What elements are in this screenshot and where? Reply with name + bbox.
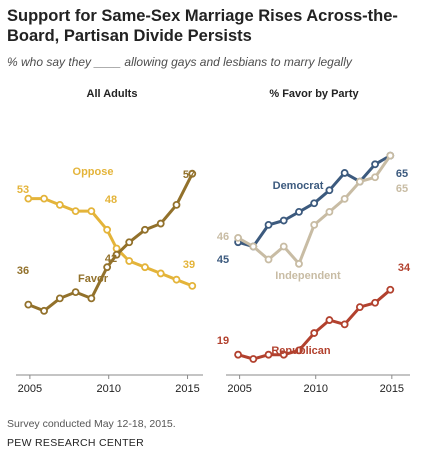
data-point-oppose bbox=[156, 269, 165, 278]
data-point-independent bbox=[279, 242, 288, 251]
data-point-democrat bbox=[371, 160, 379, 169]
data-point-favor bbox=[125, 238, 134, 247]
data-point-oppose bbox=[71, 207, 80, 216]
data-point-republican bbox=[264, 350, 273, 359]
data-point-republican bbox=[249, 355, 258, 363]
series-label-oppose: Oppose bbox=[73, 166, 114, 178]
data-point-republican bbox=[325, 316, 334, 324]
data-label-annotation: 42 bbox=[105, 253, 117, 265]
data-point-democrat bbox=[279, 216, 288, 225]
data-point-republican bbox=[295, 346, 303, 355]
data-label-end-republican: 34 bbox=[398, 262, 411, 274]
data-point-oppose bbox=[55, 200, 64, 209]
data-point-oppose bbox=[172, 275, 181, 284]
x-tick-label: 2005 bbox=[227, 383, 251, 395]
data-point-independent bbox=[355, 177, 364, 186]
data-label-start-republican: 19 bbox=[217, 335, 229, 347]
data-point-republican bbox=[234, 350, 242, 359]
data-point-favor bbox=[71, 288, 80, 297]
data-point-republican bbox=[279, 350, 288, 359]
data-label-start-oppose: 53 bbox=[17, 184, 29, 196]
data-point-oppose bbox=[40, 194, 48, 203]
data-point-republican bbox=[371, 298, 379, 307]
data-point-oppose bbox=[103, 225, 112, 234]
x-tick-label: 2005 bbox=[18, 383, 42, 395]
data-label-end-democrat: 65 bbox=[396, 168, 408, 180]
data-point-independent bbox=[310, 220, 319, 229]
data-label-end-oppose: 39 bbox=[183, 259, 195, 271]
x-tick-label: 2015 bbox=[175, 383, 199, 395]
data-point-independent bbox=[295, 259, 303, 268]
data-point-republican bbox=[340, 320, 349, 329]
data-label-annotation: 48 bbox=[105, 194, 117, 206]
data-point-oppose bbox=[125, 257, 134, 265]
data-point-favor bbox=[87, 294, 96, 303]
data-point-favor bbox=[55, 294, 64, 303]
data-label-end-favor: 57 bbox=[183, 169, 195, 181]
data-point-democrat bbox=[325, 186, 334, 195]
data-point-democrat bbox=[310, 199, 319, 208]
data-point-democrat bbox=[340, 169, 349, 177]
series-label-favor: Favor bbox=[78, 273, 109, 285]
x-tick-label: 2015 bbox=[380, 383, 404, 395]
chart-title: Support for Same-Sex Marriage Rises Acro… bbox=[7, 7, 398, 45]
data-point-independent bbox=[264, 255, 273, 264]
data-point-republican bbox=[355, 303, 364, 311]
data-point-favor bbox=[24, 300, 33, 309]
data-point-independent bbox=[234, 233, 242, 242]
data-point-favor bbox=[172, 200, 181, 209]
data-label-start-favor: 36 bbox=[17, 265, 29, 277]
series-label-democrat: Democrat bbox=[273, 180, 324, 192]
data-point-independent bbox=[386, 151, 395, 160]
x-tick-label: 2010 bbox=[303, 383, 327, 395]
data-label-end-independent: 65 bbox=[396, 183, 408, 195]
series-line-oppose bbox=[28, 197, 193, 288]
data-point-oppose bbox=[24, 194, 33, 203]
data-point-oppose bbox=[188, 281, 197, 290]
data-point-independent bbox=[249, 242, 258, 251]
x-tick-label: 2010 bbox=[96, 383, 120, 395]
data-point-democrat bbox=[295, 207, 303, 216]
data-point-oppose bbox=[87, 207, 96, 216]
source-credit: PEW RESEARCH CENTER bbox=[7, 437, 144, 449]
data-point-favor bbox=[40, 306, 48, 315]
data-point-favor bbox=[188, 169, 197, 178]
data-point-independent bbox=[340, 195, 349, 203]
data-point-favor bbox=[103, 263, 112, 272]
data-point-favor bbox=[156, 219, 165, 228]
survey-note: Survey conducted May 12-18, 2015. bbox=[7, 418, 176, 430]
data-point-independent bbox=[325, 207, 334, 216]
series-label-independent: Independent bbox=[275, 270, 341, 282]
data-label-start-democrat: 45 bbox=[217, 254, 229, 266]
data-label-start-independent: 46 bbox=[217, 231, 229, 243]
series-label-republican: Republican bbox=[271, 345, 331, 357]
data-point-favor bbox=[141, 225, 149, 234]
data-point-oppose bbox=[141, 263, 149, 272]
panel-title: % Favor by Party bbox=[269, 88, 359, 100]
data-point-republican bbox=[386, 285, 395, 294]
data-point-favor bbox=[112, 250, 121, 259]
chart-subtitle: % who say they ____ allowing gays and le… bbox=[7, 55, 352, 69]
data-point-independent bbox=[371, 173, 379, 182]
panel-title: All Adults bbox=[87, 88, 138, 100]
data-point-republican bbox=[310, 329, 319, 337]
data-point-democrat bbox=[264, 220, 273, 229]
